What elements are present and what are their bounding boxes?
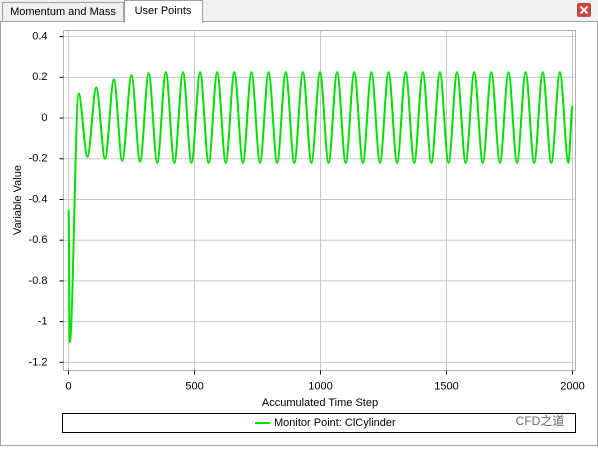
watermark: CFD之道 bbox=[516, 414, 565, 428]
y-tick-label: -0.8 bbox=[29, 275, 48, 287]
data-line bbox=[67, 71, 574, 344]
x-axis-label: Accumulated Time Step bbox=[262, 397, 378, 409]
close-cross bbox=[579, 5, 589, 15]
tab-label: Momentum and Mass bbox=[10, 6, 116, 18]
y-tick-label: -0.6 bbox=[29, 234, 48, 246]
x-tick-label: 2000 bbox=[560, 380, 584, 392]
legend bbox=[62, 413, 576, 433]
tab-label: User Points bbox=[135, 5, 192, 17]
y-tick-label: -1.2 bbox=[29, 356, 48, 368]
plot-area bbox=[63, 30, 576, 371]
x-tick-label: 500 bbox=[185, 380, 203, 392]
y-tick-label: -0.2 bbox=[29, 153, 48, 165]
y-tick-label: -1 bbox=[38, 316, 48, 328]
close-button[interactable] bbox=[577, 3, 591, 17]
tab[interactable] bbox=[2, 2, 124, 22]
y-tick-label: 0.2 bbox=[32, 71, 47, 83]
y-axis-label: Variable Value bbox=[12, 165, 24, 235]
y-tick-label: 0 bbox=[41, 112, 47, 124]
y-tick-label: -0.4 bbox=[29, 193, 48, 205]
x-tick-label: 1500 bbox=[434, 380, 458, 392]
tab-joint bbox=[125, 21, 202, 23]
legend-label: Monitor Point: ClCylinder bbox=[274, 417, 396, 429]
x-tick-label: 1000 bbox=[308, 380, 332, 392]
y-tick-label: 0.4 bbox=[32, 31, 47, 43]
x-tick-label: 0 bbox=[65, 380, 71, 392]
